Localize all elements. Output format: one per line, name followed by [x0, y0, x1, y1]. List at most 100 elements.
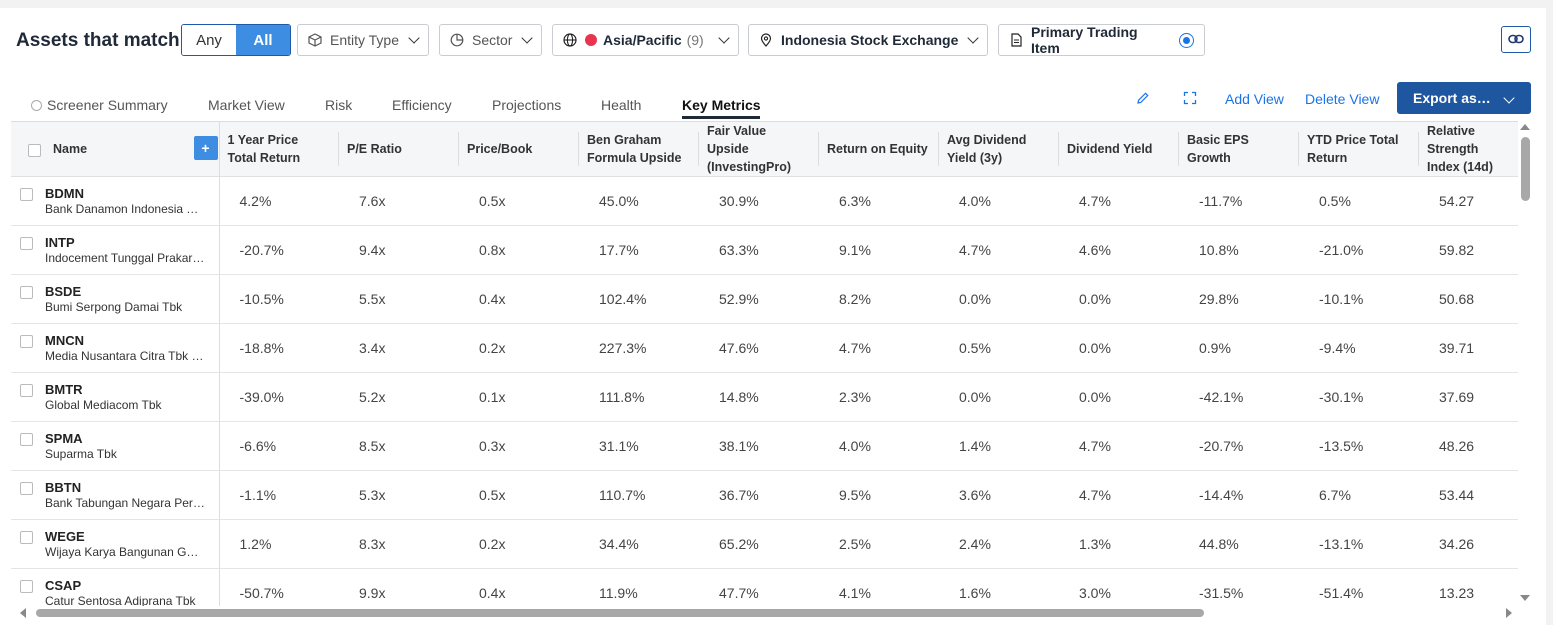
row-checkbox[interactable] — [20, 531, 33, 544]
row-checkbox[interactable] — [20, 482, 33, 495]
table-row[interactable]: BMTR Global Mediacom Tbk -39.0% 5.2x 0.1x 111… — [11, 372, 1518, 422]
company-name: Suparma Tbk — [45, 447, 117, 461]
add-view-button[interactable]: Add View — [1225, 91, 1284, 107]
column-header-name[interactable]: Name + — [11, 122, 220, 177]
table-row[interactable]: BSDE Bumi Serpong Damai Tbk -10.5% 5.5x 0.4x… — [11, 274, 1518, 324]
column-divider[interactable] — [1058, 132, 1059, 166]
column-divider[interactable] — [1418, 132, 1419, 166]
share-link-button[interactable] — [1501, 26, 1531, 53]
column-header[interactable]: Basic EPS Growth — [1179, 122, 1299, 177]
match-all-button[interactable]: All — [236, 25, 290, 55]
column-header[interactable]: P/E Ratio — [339, 122, 459, 177]
table-row[interactable]: MNCN Media Nusantara Citra Tbk PT -18.8% 3.… — [11, 323, 1518, 373]
column-header[interactable]: Fair Value Upside (InvestingPro) — [699, 122, 819, 177]
column-header[interactable]: Avg Dividend Yield (3y) — [939, 122, 1059, 177]
column-divider[interactable] — [818, 132, 819, 166]
column-header[interactable]: Return on Equity — [819, 122, 939, 177]
column-divider[interactable] — [458, 132, 459, 166]
scroll-down-arrow-icon[interactable] — [1520, 595, 1530, 601]
add-column-button[interactable]: + — [193, 136, 218, 160]
row-checkbox[interactable] — [20, 335, 33, 348]
ticker-symbol[interactable]: INTP — [45, 235, 75, 250]
tab-efficiency[interactable]: Efficiency — [392, 97, 452, 113]
table-cell: -30.1% — [1299, 372, 1419, 422]
row-checkbox[interactable] — [20, 433, 33, 446]
table-row[interactable]: CSAP Catur Sentosa Adiprana Tbk -50.7% 9.9x… — [11, 568, 1518, 606]
tab-projections[interactable]: Projections — [492, 97, 562, 113]
row-checkbox[interactable] — [20, 237, 33, 250]
table-cell: -11.7% — [1179, 176, 1299, 226]
fullscreen-button[interactable] — [1183, 91, 1197, 108]
column-header[interactable]: Ben Graham Formula Upside — [579, 122, 699, 177]
asset-name-cell[interactable]: SPMA Suparma Tbk — [11, 421, 220, 471]
exchange-filter[interactable]: Indonesia Stock Exchange — [748, 24, 988, 56]
ticker-symbol[interactable]: SPMA — [45, 431, 83, 446]
scroll-up-arrow-icon[interactable] — [1520, 124, 1530, 130]
column-header[interactable]: Dividend Yield — [1059, 122, 1179, 177]
ticker-symbol[interactable]: BSDE — [45, 284, 82, 299]
asset-name-cell[interactable]: CSAP Catur Sentosa Adiprana Tbk — [11, 568, 220, 606]
table-cell: 4.7% — [1059, 421, 1179, 471]
tab-screener-summary[interactable]: Screener Summary — [31, 97, 168, 113]
trading-item-radio[interactable] — [1179, 32, 1194, 48]
column-divider[interactable] — [338, 132, 339, 166]
tab-health[interactable]: Health — [601, 97, 642, 113]
table-cell: 7.6x — [339, 176, 459, 226]
asset-name-cell[interactable]: MNCN Media Nusantara Citra Tbk PT — [11, 323, 220, 373]
column-header[interactable]: Relative Strength Index (14d) — [1419, 122, 1518, 177]
column-header[interactable]: Price/Book — [459, 122, 579, 177]
column-header[interactable]: YTD Price Total Return — [1299, 122, 1419, 177]
sector-filter[interactable]: Sector — [439, 24, 542, 56]
row-checkbox[interactable] — [20, 580, 33, 593]
column-divider[interactable] — [698, 132, 699, 166]
column-divider[interactable] — [578, 132, 579, 166]
company-name: Media Nusantara Citra Tbk PT — [45, 349, 205, 363]
select-all-checkbox[interactable] — [28, 143, 41, 157]
ticker-symbol[interactable]: BBTN — [45, 480, 82, 495]
ticker-symbol[interactable]: CSAP — [45, 578, 82, 593]
vertical-scroll-thumb[interactable] — [1521, 137, 1530, 201]
table-row[interactable]: BDMN Bank Danamon Indonesia Tbk 4.2% 7.6x 0.… — [11, 176, 1518, 226]
column-divider[interactable] — [938, 132, 939, 166]
table-cell: 63.3% — [699, 225, 819, 275]
table-cell: 4.1% — [819, 568, 939, 606]
ticker-symbol[interactable]: WEGE — [45, 529, 85, 544]
region-filter[interactable]: Asia/Pacific (9) — [552, 24, 739, 56]
ticker-symbol[interactable]: MNCN — [45, 333, 84, 348]
entity-type-label: Entity Type — [330, 32, 400, 48]
tab-risk[interactable]: Risk — [325, 97, 353, 113]
active-tab-indicator — [682, 116, 760, 119]
asset-name-cell[interactable]: BSDE Bumi Serpong Damai Tbk — [11, 274, 220, 324]
match-any-button[interactable]: Any — [182, 25, 236, 55]
trading-item-filter[interactable]: Primary Trading Item — [998, 24, 1205, 56]
table-cell: 14.8% — [699, 372, 819, 422]
ticker-symbol[interactable]: BMTR — [45, 382, 83, 397]
row-checkbox[interactable] — [20, 384, 33, 397]
row-checkbox[interactable] — [20, 286, 33, 299]
scroll-right-arrow-icon[interactable] — [1506, 608, 1512, 618]
horizontal-scroll-thumb[interactable] — [36, 609, 1204, 617]
edit-view-button[interactable] — [1136, 91, 1150, 108]
column-header[interactable]: 1 Year Price Total Return — [219, 122, 339, 177]
scroll-left-arrow-icon[interactable] — [20, 608, 26, 618]
link-icon — [1508, 31, 1524, 49]
asset-name-cell[interactable]: BMTR Global Mediacom Tbk — [11, 372, 220, 422]
tab-key-metrics[interactable]: Key Metrics — [682, 97, 761, 113]
column-divider[interactable] — [1298, 132, 1299, 166]
row-checkbox[interactable] — [20, 188, 33, 201]
column-divider[interactable] — [1178, 132, 1179, 166]
chevron-down-icon — [1503, 92, 1515, 104]
table-row[interactable]: SPMA Suparma Tbk -6.6% 8.5x 0.3x 31.1% 38.1% 4.… — [11, 421, 1518, 471]
ticker-symbol[interactable]: BDMN — [45, 186, 84, 201]
delete-view-button[interactable]: Delete View — [1305, 91, 1380, 107]
tab-market-view[interactable]: Market View — [208, 97, 285, 113]
entity-type-filter[interactable]: Entity Type — [297, 24, 429, 56]
asset-name-cell[interactable]: BDMN Bank Danamon Indonesia Tbk — [11, 176, 220, 226]
export-button[interactable]: Export as… — [1397, 82, 1531, 114]
